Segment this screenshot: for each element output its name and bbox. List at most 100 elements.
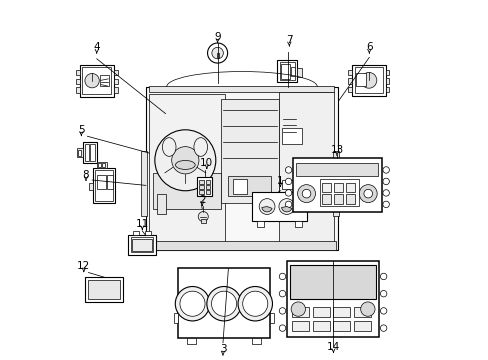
Circle shape [380,308,386,314]
Text: 9: 9 [214,32,221,41]
Bar [187,338,196,344]
Bar [385,87,388,93]
Bar [354,67,382,93]
Text: 13: 13 [330,144,343,154]
Bar [353,320,370,330]
Text: 4: 4 [93,42,100,52]
Circle shape [285,201,291,208]
Circle shape [279,325,285,331]
Bar [97,162,106,168]
Bar [199,180,203,184]
Bar [322,194,330,204]
Circle shape [359,185,376,203]
Circle shape [380,325,386,331]
Bar [332,307,349,317]
Bar [355,73,365,86]
Circle shape [382,167,388,173]
Text: 10: 10 [200,158,213,168]
Circle shape [211,291,236,316]
Bar [199,190,203,194]
Bar [106,175,112,189]
Bar [290,265,375,300]
Circle shape [380,291,386,297]
Text: 1: 1 [277,176,283,186]
Bar [149,86,333,92]
Text: 6: 6 [365,42,372,52]
Bar [385,78,388,84]
Bar [312,307,329,317]
Circle shape [211,47,223,59]
Bar [290,67,294,76]
Circle shape [85,73,99,88]
Bar [178,268,269,338]
Bar [131,237,153,252]
Bar [348,87,351,93]
Bar [132,239,151,251]
Circle shape [175,287,209,321]
Bar [216,53,218,58]
Bar [333,151,338,216]
Bar [84,144,89,161]
Bar [269,313,273,323]
Text: 11: 11 [135,219,149,229]
Text: 5: 5 [78,125,84,135]
Bar [201,219,205,223]
Bar [76,87,80,93]
Bar [351,64,385,96]
Bar [286,261,379,337]
Bar [322,183,330,192]
Bar [251,192,306,221]
Text: 14: 14 [326,342,339,352]
Bar [95,170,113,201]
Circle shape [279,273,285,280]
Wedge shape [281,207,291,212]
Circle shape [285,167,291,173]
Text: 3: 3 [219,344,226,354]
Circle shape [259,199,274,215]
Bar [88,280,120,299]
Bar [295,221,301,226]
Bar [333,183,342,192]
Bar [197,177,211,196]
Circle shape [238,287,272,321]
Circle shape [155,130,215,191]
Bar [312,320,329,330]
Bar [319,179,358,206]
Bar [205,185,210,189]
Bar [257,221,263,226]
Bar [97,175,105,189]
Bar [353,307,370,317]
Ellipse shape [175,161,195,170]
Circle shape [171,147,199,174]
Text: 8: 8 [82,170,89,180]
Bar [346,183,354,192]
Circle shape [363,189,372,198]
Bar [278,92,333,248]
Circle shape [207,43,227,63]
Circle shape [180,291,204,316]
Bar [149,94,224,248]
Bar [80,64,114,97]
Bar [100,75,109,86]
Bar [83,142,97,163]
Bar [93,168,115,203]
Bar [78,150,81,156]
Bar [251,338,260,344]
Circle shape [198,212,208,222]
Circle shape [382,178,388,185]
Text: 7: 7 [285,35,292,45]
Bar [128,234,156,255]
Bar [385,69,388,75]
Bar [279,62,294,80]
Ellipse shape [162,138,176,156]
Bar [292,307,309,317]
Bar [233,179,247,194]
Circle shape [297,185,315,203]
Circle shape [360,72,376,88]
Bar [156,194,165,214]
Circle shape [382,201,388,208]
Bar [346,194,354,204]
Bar [174,313,178,323]
Circle shape [279,291,285,297]
Circle shape [206,287,241,321]
